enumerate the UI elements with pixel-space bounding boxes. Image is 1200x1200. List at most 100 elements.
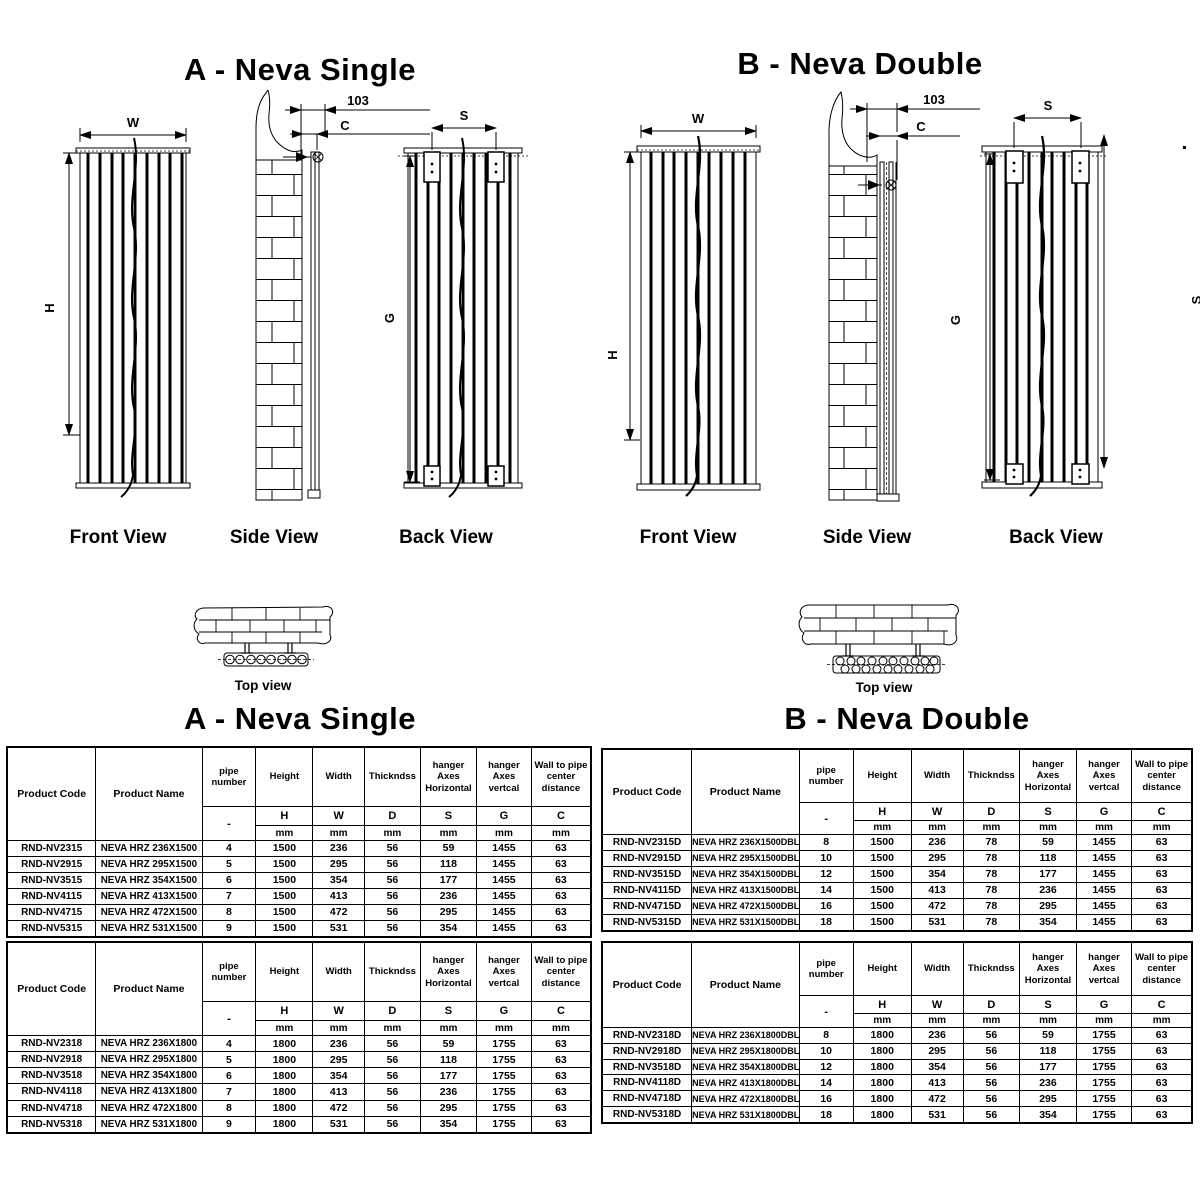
- table-cell: 63: [1131, 1042, 1193, 1060]
- table-cell: 63: [1131, 1106, 1193, 1124]
- table-cell: 8: [798, 834, 854, 851]
- table-cell: 354: [910, 865, 964, 883]
- table-cell: 1755: [1075, 1106, 1133, 1124]
- column-header: Product Name: [95, 941, 203, 1036]
- table-cell: 354: [1019, 1106, 1077, 1124]
- table-cell: 7: [201, 887, 257, 905]
- column-header: C: [530, 806, 592, 826]
- table-cell: 63: [530, 840, 592, 857]
- table-cell: 63: [1131, 1027, 1193, 1044]
- dim-w-a: W: [127, 115, 140, 130]
- dim-h-b: H: [605, 350, 620, 359]
- back-view-b: [980, 114, 1186, 497]
- unit-header: mm: [255, 825, 314, 841]
- table-cell: 236: [312, 1034, 365, 1053]
- column-header: hanger Axes Horizontal: [1019, 748, 1077, 803]
- table-cell: 59: [1019, 834, 1077, 851]
- table-cell: NEVA HRZ 413X1500DBL: [691, 881, 800, 899]
- table-cell: 8: [201, 1099, 257, 1117]
- table-cell: 56: [363, 1034, 421, 1053]
- front-view-label-b: Front View: [640, 527, 737, 548]
- column-header: -: [201, 806, 257, 841]
- table-row: RND-NV2318 NEVA HRZ 236X1800 4 1800 236 56 59 1…: [6, 1034, 592, 1053]
- table-row: RND-NV4718 NEVA HRZ 472X1800 8 1800 472 56 295…: [6, 1099, 592, 1117]
- dim-c-a: C: [340, 118, 350, 133]
- unit-header: mm: [1019, 820, 1077, 835]
- column-header: S: [1019, 995, 1077, 1014]
- table-cell: NEVA HRZ 472X1800: [95, 1099, 203, 1117]
- section-b-title: B - Neva Double: [737, 46, 983, 81]
- dim-103-b: 103: [923, 92, 945, 107]
- table-cell: 56: [962, 1106, 1021, 1124]
- table-cell: 295: [419, 903, 478, 921]
- column-header: Height: [255, 746, 314, 807]
- table-cell: 78: [962, 897, 1021, 915]
- table-cell: 1755: [476, 1083, 532, 1101]
- column-header: -: [798, 802, 854, 835]
- column-header: Width: [312, 941, 365, 1002]
- table-cell: NEVA HRZ 472X1800DBL: [691, 1090, 800, 1108]
- table-cell: 56: [962, 1090, 1021, 1108]
- table-cell: 1800: [255, 1034, 314, 1053]
- break-line: [120, 137, 138, 498]
- table-row: RND-NV4715D NEVA HRZ 472X1500DBL 16 1500 472…: [601, 897, 1193, 915]
- column-header: Wall to pipe center distance: [530, 941, 592, 1002]
- table-cell: 1800: [852, 1106, 912, 1124]
- table-cell: 1755: [476, 1067, 532, 1085]
- table-cell: 1500: [255, 871, 314, 889]
- dim-g-b: G: [948, 315, 963, 325]
- table-cell: NEVA HRZ 413X1800: [95, 1083, 203, 1101]
- table-cell: RND-NV5318: [6, 1115, 97, 1134]
- dim-s-b: S: [1044, 98, 1053, 113]
- table-cell: 1500: [255, 840, 314, 857]
- table-cell: 56: [363, 887, 421, 905]
- column-header: Thickndss: [962, 748, 1021, 803]
- column-header: Product Code: [6, 746, 97, 841]
- table-cell: 295: [910, 849, 964, 867]
- table-cell: 4: [201, 840, 257, 857]
- table-cell: 5: [201, 1051, 257, 1069]
- table-cell: NEVA HRZ 354X1800DBL: [691, 1058, 800, 1076]
- table-cell: 63: [530, 1051, 592, 1069]
- table-cell: 531: [312, 919, 365, 938]
- break-line: [1029, 135, 1046, 497]
- column-header: Thickndss: [962, 941, 1021, 996]
- table-cell: 1455: [476, 919, 532, 938]
- table-cell: RND-NV5318D: [601, 1106, 693, 1124]
- front-view-a: [63, 128, 191, 498]
- table-cell: 1455: [476, 840, 532, 857]
- column-header: H: [852, 802, 912, 821]
- column-header: Thickndss: [363, 746, 421, 807]
- column-header: Product Name: [691, 748, 800, 835]
- spec-table: Product Code Product Name pipe number Heigh…: [6, 941, 592, 1134]
- unit-header: mm: [255, 1020, 314, 1036]
- table-cell: 63: [1131, 849, 1193, 867]
- table-cell: 1455: [476, 903, 532, 921]
- table-cell: 1800: [255, 1115, 314, 1134]
- column-header: W: [910, 995, 964, 1014]
- table-cell: 63: [1131, 881, 1193, 899]
- table-cell: RND-NV2315: [6, 840, 97, 857]
- table-row: RND-NV2315D NEVA HRZ 236X1500DBL 8 1500 236 7…: [601, 834, 1193, 851]
- table-cell: 18: [798, 913, 854, 932]
- table-cell: 63: [1131, 913, 1193, 932]
- table-cell: NEVA HRZ 354X1500DBL: [691, 865, 800, 883]
- spec-table-b-1500: Product Code Product Name pipe number Heigh…: [601, 748, 1193, 932]
- table-cell: 63: [1131, 865, 1193, 883]
- table-cell: 1500: [255, 919, 314, 938]
- table-cell: 1500: [852, 913, 912, 932]
- table-cell: 10: [798, 849, 854, 867]
- table-cell: 56: [363, 903, 421, 921]
- unit-header: mm: [312, 1020, 365, 1036]
- table-cell: 1755: [476, 1099, 532, 1117]
- table-cell: 472: [312, 903, 365, 921]
- table-cell: 295: [419, 1099, 478, 1117]
- spec-table: Product Code Product Name pipe number Heigh…: [6, 746, 592, 938]
- table-cell: RND-NV3518D: [601, 1058, 693, 1076]
- table-cell: 236: [419, 1083, 478, 1101]
- column-header: hanger Axes Horizontal: [419, 941, 478, 1002]
- table-cell: 8: [201, 903, 257, 921]
- table-cell: RND-NV2915: [6, 855, 97, 873]
- column-header: -: [201, 1001, 257, 1036]
